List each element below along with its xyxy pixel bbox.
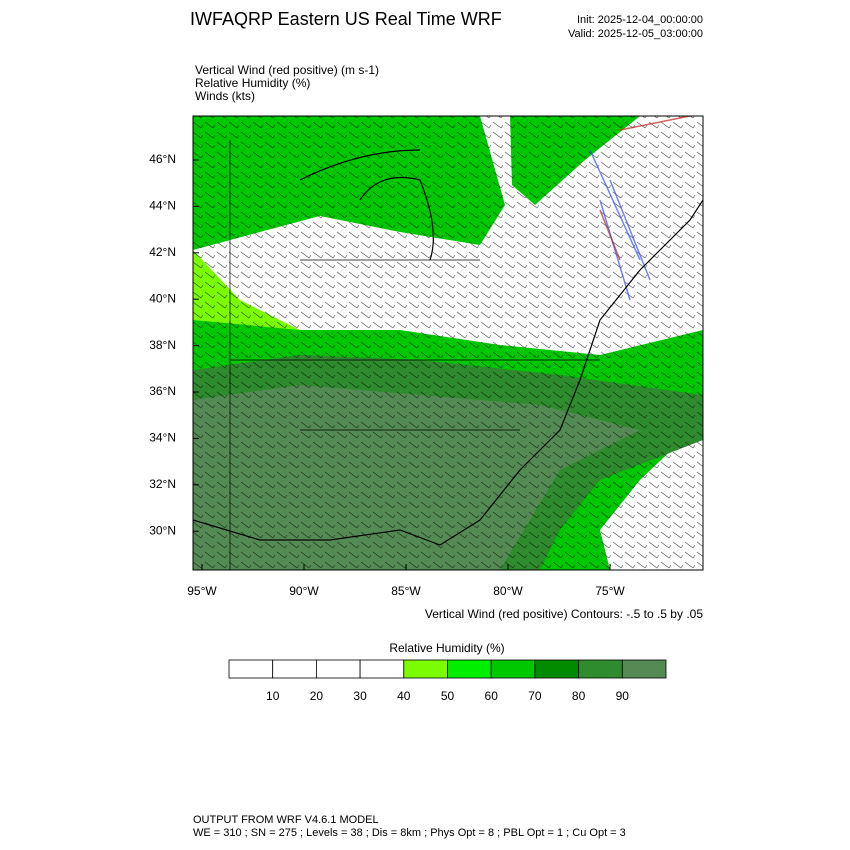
map (193, 116, 703, 570)
lat-label: 36°N (149, 384, 176, 398)
title: IWFAQRP Eastern US Real Time WRF (190, 9, 502, 29)
lat-label: 32°N (149, 477, 176, 491)
lat-label: 38°N (149, 338, 176, 352)
colorbar-box (578, 659, 623, 679)
lat-label: 44°N (149, 199, 176, 213)
colorbar-box (272, 659, 317, 679)
footer-line: OUTPUT FROM WRF V4.6.1 MODEL (193, 814, 379, 826)
lon-label: 85°W (391, 584, 421, 598)
lat-label: 40°N (149, 291, 176, 305)
lat-label: 30°N (149, 523, 176, 537)
colorbar-label: 40 (397, 689, 411, 703)
colorbar-label: 20 (310, 689, 324, 703)
colorbar-box (621, 659, 667, 679)
valid-time: Valid: 2025-12-05_03:00:00 (568, 28, 703, 40)
colorbar-label: 10 (266, 689, 280, 703)
contour-note: Vertical Wind (red positive) Contours: -… (425, 607, 703, 621)
colorbar-label: 60 (485, 689, 499, 703)
colorbar-label: 50 (441, 689, 455, 703)
axis-labels: 46°N 44°N 42°N 40°N 38°N 36°N 34°N 32°N 30°N 95°W… (149, 152, 625, 598)
colorbar-box (534, 659, 580, 679)
colorbar-box (490, 659, 536, 679)
lon-label: 90°W (289, 584, 319, 598)
colorbar: 10 20 30 40 50 60 70 80 90 (228, 659, 667, 703)
colorbar-label: 90 (616, 689, 630, 703)
field-label: Vertical Wind (red positive) (m s-1) (195, 63, 379, 77)
colorbar-box (447, 659, 492, 679)
lon-label: 80°W (493, 584, 523, 598)
colorbar-label: 80 (572, 689, 586, 703)
colorbar-box (403, 659, 448, 679)
colorbar-label: 70 (528, 689, 542, 703)
lon-label: 95°W (187, 584, 217, 598)
colorbar-box (228, 659, 274, 679)
init-time: Init: 2025-12-04_00:00:00 (577, 14, 703, 26)
colorbar-title: Relative Humidity (%) (389, 641, 504, 655)
footer-line: WE = 310 ; SN = 275 ; Levels = 38 ; Dis … (193, 827, 626, 839)
lat-label: 42°N (149, 245, 176, 259)
field-label: Relative Humidity (%) (195, 76, 310, 90)
lat-label: 46°N (149, 152, 176, 166)
lon-label: 75°W (595, 584, 625, 598)
field-label: Winds (kts) (195, 89, 255, 103)
colorbar-box (315, 659, 361, 679)
map-frame (192, 115, 704, 571)
colorbar-box (359, 659, 405, 679)
lat-label: 34°N (149, 431, 176, 445)
colorbar-label: 30 (353, 689, 367, 703)
